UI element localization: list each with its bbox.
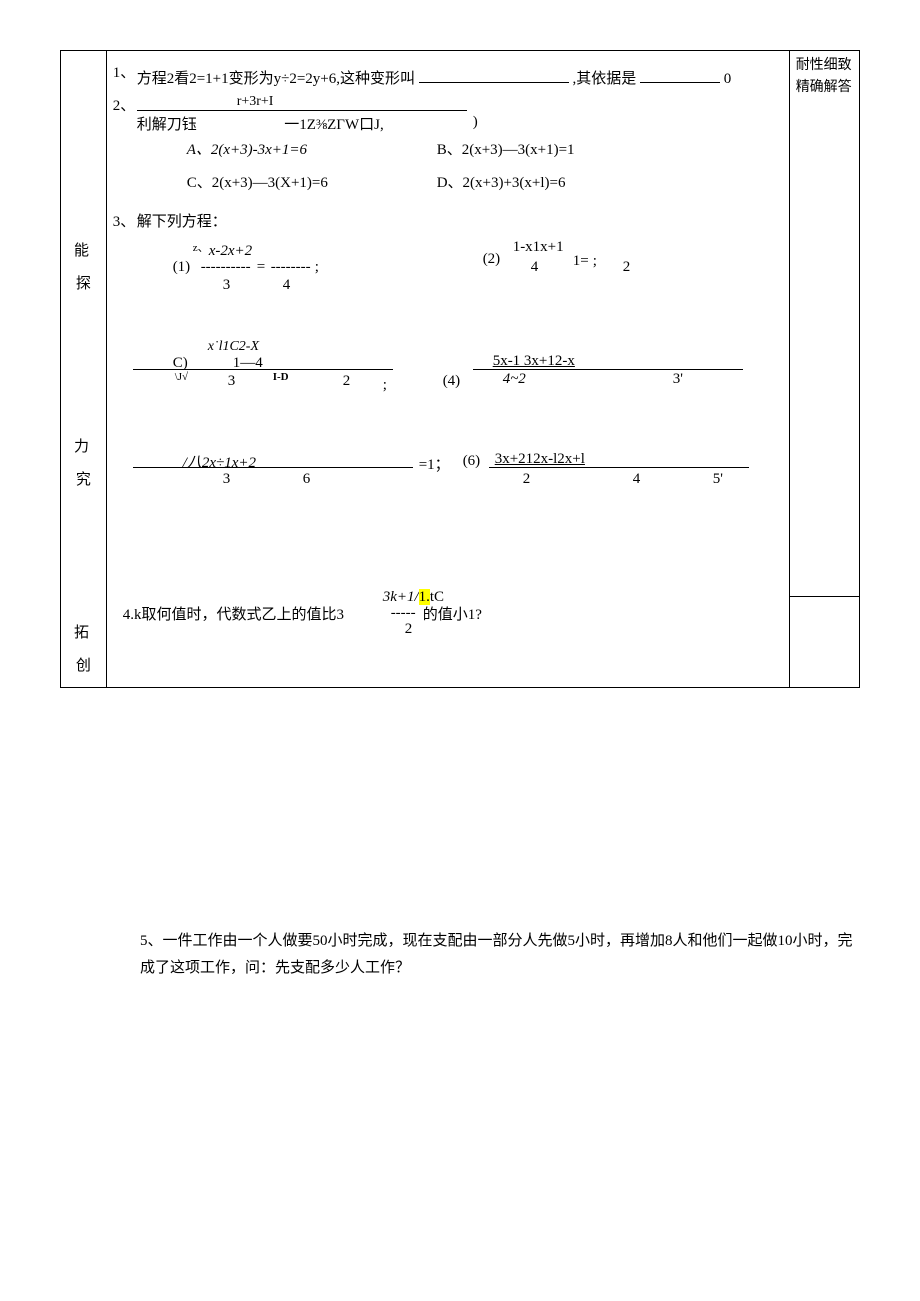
- eq3-sub-a: \J√: [175, 371, 188, 383]
- eq5: /八2x÷1x+2 =1； 3 6: [133, 449, 463, 519]
- q2-paren: ): [473, 114, 478, 131]
- eq-row-1: z、 x-2x+2 (1) ---------- = -------- ; 3 …: [173, 239, 783, 309]
- eq1-sup: z、: [193, 239, 209, 255]
- label-2b: 究: [76, 472, 91, 488]
- eq2-den-b: 2: [623, 259, 631, 276]
- q2-line-b: 一1Z⅜ZΓW口J,: [284, 117, 384, 133]
- q4: 4.k取何值时，代数式乙上的值比3 3k+1/1.tC ----- 的值小1? …: [123, 589, 783, 639]
- eq4-tail: 3': [673, 371, 683, 388]
- eq3: x˙l1C2-X C) 1—4 \J√ 3 I-D 2 ;: [133, 339, 443, 409]
- eq4-den: 4~2: [503, 371, 526, 388]
- q4-dash: -----: [391, 605, 416, 622]
- q2-choices: A、2(x+3)-3x+1=6 B、2(x+3)—3(x+1)=1 C、2(x+…: [187, 134, 783, 200]
- eq3-rule: [133, 369, 393, 370]
- content-cell: 1、 方程2看2=1+1变形为y÷2=2y+6,这种变形叫 ,其依据是 0 2、…: [106, 51, 789, 688]
- eq1-dash2: --------: [271, 259, 311, 276]
- eq4-rule: [473, 369, 743, 370]
- choice-c: C、2(x+3)—3(X+1)=6: [187, 167, 437, 200]
- q1-blank-1: [419, 67, 569, 83]
- q1-num: 1、: [113, 61, 137, 82]
- eq1-eq: =: [257, 259, 265, 276]
- note-cell: 耐性细致 精确解答: [789, 51, 859, 597]
- eq2-lbl: (2): [483, 251, 501, 268]
- q1-blank-2: [640, 67, 720, 83]
- q2-frac-top: r+3r+I: [237, 94, 783, 110]
- q1-body: 方程2看2=1+1变形为y÷2=2y+6,这种变形叫 ,其依据是 0: [137, 61, 783, 88]
- q2-body: r+3r+I 利解刀钰 一1Z⅜ZΓW口J, ) A、2(x+3)-3x+1=6…: [137, 94, 783, 200]
- eq5-num: /八2x÷1x+2: [183, 451, 256, 472]
- label-3a: 拓: [74, 625, 89, 641]
- page: 能 探 力 究 拓 创 1、 方程2看2=1+1变形为y÷2=2y+6,这种变形…: [0, 50, 920, 982]
- eq6-num: 3x+212x-l2x+l: [495, 451, 585, 468]
- eq2: (2) 1-x1x+1 4 1= ; 2: [483, 239, 783, 309]
- q2-num: 2、: [113, 94, 137, 115]
- eq-row-3: /八2x÷1x+2 =1； 3 6 (6) 3x+212x-l2x+l 2 4 …: [133, 449, 783, 519]
- q4-frac-den: 2: [405, 621, 413, 638]
- eq1: z、 x-2x+2 (1) ---------- = -------- ; 3 …: [173, 239, 483, 309]
- eq3-sub-b: I-D: [273, 371, 289, 383]
- q5: 5、一件工作由一个人做要50小时完成，现在支配由一部分人先做5小时，再增加8人和…: [140, 928, 860, 982]
- eq5-den-b: 6: [303, 471, 311, 488]
- label-cell-1: 能 探 力 究 拓 创: [61, 51, 107, 688]
- label-3b: 创: [76, 658, 91, 674]
- eq6-rule: [489, 467, 749, 468]
- note-cell-2: [789, 596, 859, 687]
- eq3-top: x˙l1C2-X: [208, 339, 259, 355]
- eq2-den-a: 4: [531, 259, 539, 276]
- eq6-den-c: 5': [713, 471, 723, 488]
- eq1-den-b: 4: [283, 277, 291, 294]
- eq1-den-a: 3: [223, 277, 231, 294]
- eq1-tail: ;: [315, 259, 319, 276]
- q4-text-a: 4.k取何值时，代数式乙上的值比3: [123, 603, 344, 624]
- eq3-den-a: 3: [228, 373, 236, 390]
- note-line-1: 耐性细致: [796, 55, 853, 77]
- q2-line-a: 利解刀钰: [137, 117, 197, 133]
- eq1-dash: ----------: [201, 259, 251, 276]
- eq6-lbl: (6): [463, 453, 481, 470]
- choice-d: D、2(x+3)+3(x+l)=6: [437, 167, 687, 200]
- q2-line: 利解刀钰 一1Z⅜ZΓW口J,: [137, 110, 467, 134]
- q1: 1、 方程2看2=1+1变形为y÷2=2y+6,这种变形叫 ,其依据是 0: [113, 61, 783, 88]
- q1-text-b: ,其依据是: [573, 71, 637, 87]
- eq4: 5x-1 3x+12-x (4) 4~2 3': [443, 339, 743, 409]
- choice-a: A、2(x+3)-3x+1=6: [187, 142, 307, 158]
- label-2a: 力: [74, 439, 89, 455]
- eq3-den-b: 2: [343, 373, 351, 390]
- eq5-rule: [133, 467, 413, 468]
- main-table: 能 探 力 究 拓 创 1、 方程2看2=1+1变形为y÷2=2y+6,这种变形…: [60, 50, 860, 688]
- eq5-eq: =1；: [419, 453, 450, 474]
- eq3-tail: ;: [383, 377, 387, 394]
- eq5-den-a: 3: [223, 471, 231, 488]
- eq6-den-b: 4: [633, 471, 641, 488]
- eq4-lbl: (4): [443, 373, 461, 390]
- eq4-num: 5x-1 3x+12-x: [493, 353, 575, 370]
- q5-text: 5、一件工作由一个人做要50小时完成，现在支配由一部分人先做5小时，再增加8人和…: [140, 933, 853, 976]
- q3-num: 3、: [113, 210, 137, 231]
- label-1a: 能: [74, 243, 89, 259]
- eq2-tail: ;: [593, 253, 597, 270]
- q3: 3、 解下列方程：: [113, 210, 783, 231]
- choice-b: B、2(x+3)—3(x+1)=1: [437, 134, 687, 167]
- q1-text-a: 方程2看2=1+1变形为y÷2=2y+6,这种变形叫: [137, 71, 415, 87]
- eq-row-2: x˙l1C2-X C) 1—4 \J√ 3 I-D 2 ; 5x-1 3x+12…: [133, 339, 783, 409]
- note-line-2: 精确解答: [796, 77, 853, 99]
- q3-title: 解下列方程：: [137, 210, 783, 231]
- label-1b: 探: [76, 276, 91, 292]
- eq2-num: 1-x1x+1: [513, 239, 564, 256]
- eq6-den-a: 2: [523, 471, 531, 488]
- q1-text-c: 0: [724, 71, 732, 87]
- q2: 2、 r+3r+I 利解刀钰 一1Z⅜ZΓW口J, ) A、2(x+3)-3x+…: [113, 94, 783, 200]
- eq1-num: x-2x+2: [209, 243, 252, 260]
- eq6: (6) 3x+212x-l2x+l 2 4 5': [463, 449, 753, 519]
- eq1-lbl: (1): [173, 259, 191, 276]
- q4-text-b: 的值小1?: [423, 603, 482, 624]
- q4-frac-num: 3k+1/: [383, 589, 419, 605]
- eq2-mid: 1=: [573, 253, 589, 270]
